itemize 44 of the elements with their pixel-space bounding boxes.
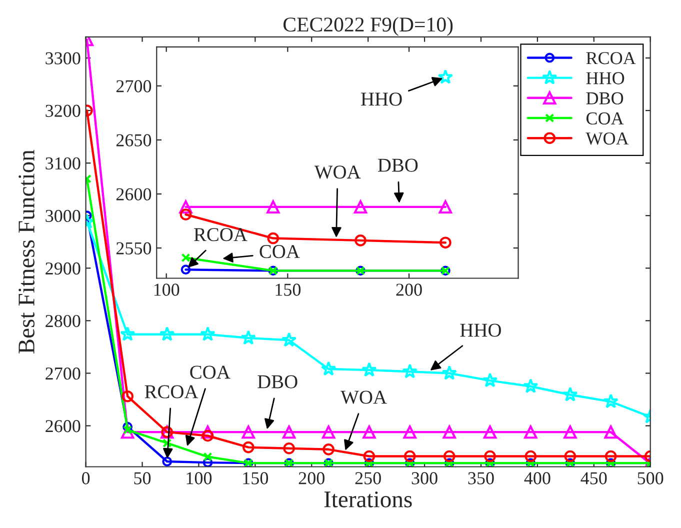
x-tick-label: 200 [298, 472, 324, 484]
y-tick-label: 2550 [116, 242, 152, 254]
annotation: RCOA [144, 385, 198, 398]
annotation: RCOA [194, 228, 248, 242]
x-tick-label: 350 [468, 472, 494, 484]
x-tick-label: 200 [396, 284, 422, 296]
legend-label: COA [586, 112, 624, 125]
y-tick-label: 2900 [46, 262, 80, 275]
legend-label: WOA [586, 132, 629, 145]
legend-label: DBO [586, 92, 624, 104]
x-tick-label: 150 [276, 284, 301, 296]
y-tick-label: 3100 [46, 157, 80, 170]
y-tick-label: 3300 [46, 52, 80, 64]
x-axis-title: Iterations [324, 492, 412, 508]
x-tick-label: 450 [580, 472, 607, 484]
x-tick-label: 100 [154, 284, 180, 296]
x-tick-label: 250 [355, 472, 381, 484]
y-tick-label: 2800 [46, 314, 80, 328]
annotation: DBO [258, 375, 298, 388]
annotation: WOA [340, 390, 387, 404]
x-tick-label: 0 [82, 472, 90, 484]
x-tick-label: 50 [134, 472, 151, 484]
annotation: DBO [378, 158, 418, 172]
annotation: HHO [361, 92, 402, 106]
y-tick-label: 2700 [46, 367, 80, 380]
x-tick-label: 100 [186, 472, 212, 484]
y-tick-label: 2650 [116, 134, 152, 146]
legend-label: HHO [586, 72, 624, 84]
y-tick-label: 2600 [116, 188, 152, 200]
legend-label: RCOA [586, 52, 636, 64]
y-tick-label: 3200 [46, 104, 80, 117]
x-tick-label: 150 [243, 472, 268, 484]
annotation: WOA [314, 166, 361, 179]
y-tick-label: 2600 [46, 420, 80, 432]
x-tick-label: 500 [638, 472, 664, 484]
y-tick-label: 2700 [116, 80, 152, 92]
y-tick-label: 3000 [46, 210, 80, 222]
x-tick-label: 400 [524, 472, 550, 484]
annotation: COA [260, 245, 300, 258]
x-tick-label: 300 [412, 472, 438, 484]
y-axis-title: Best Fitness Function [18, 150, 34, 354]
annotation: HHO [460, 324, 501, 337]
chart-title: CEC2022 F9(D=10) [283, 16, 453, 36]
annotation: COA [190, 366, 230, 379]
